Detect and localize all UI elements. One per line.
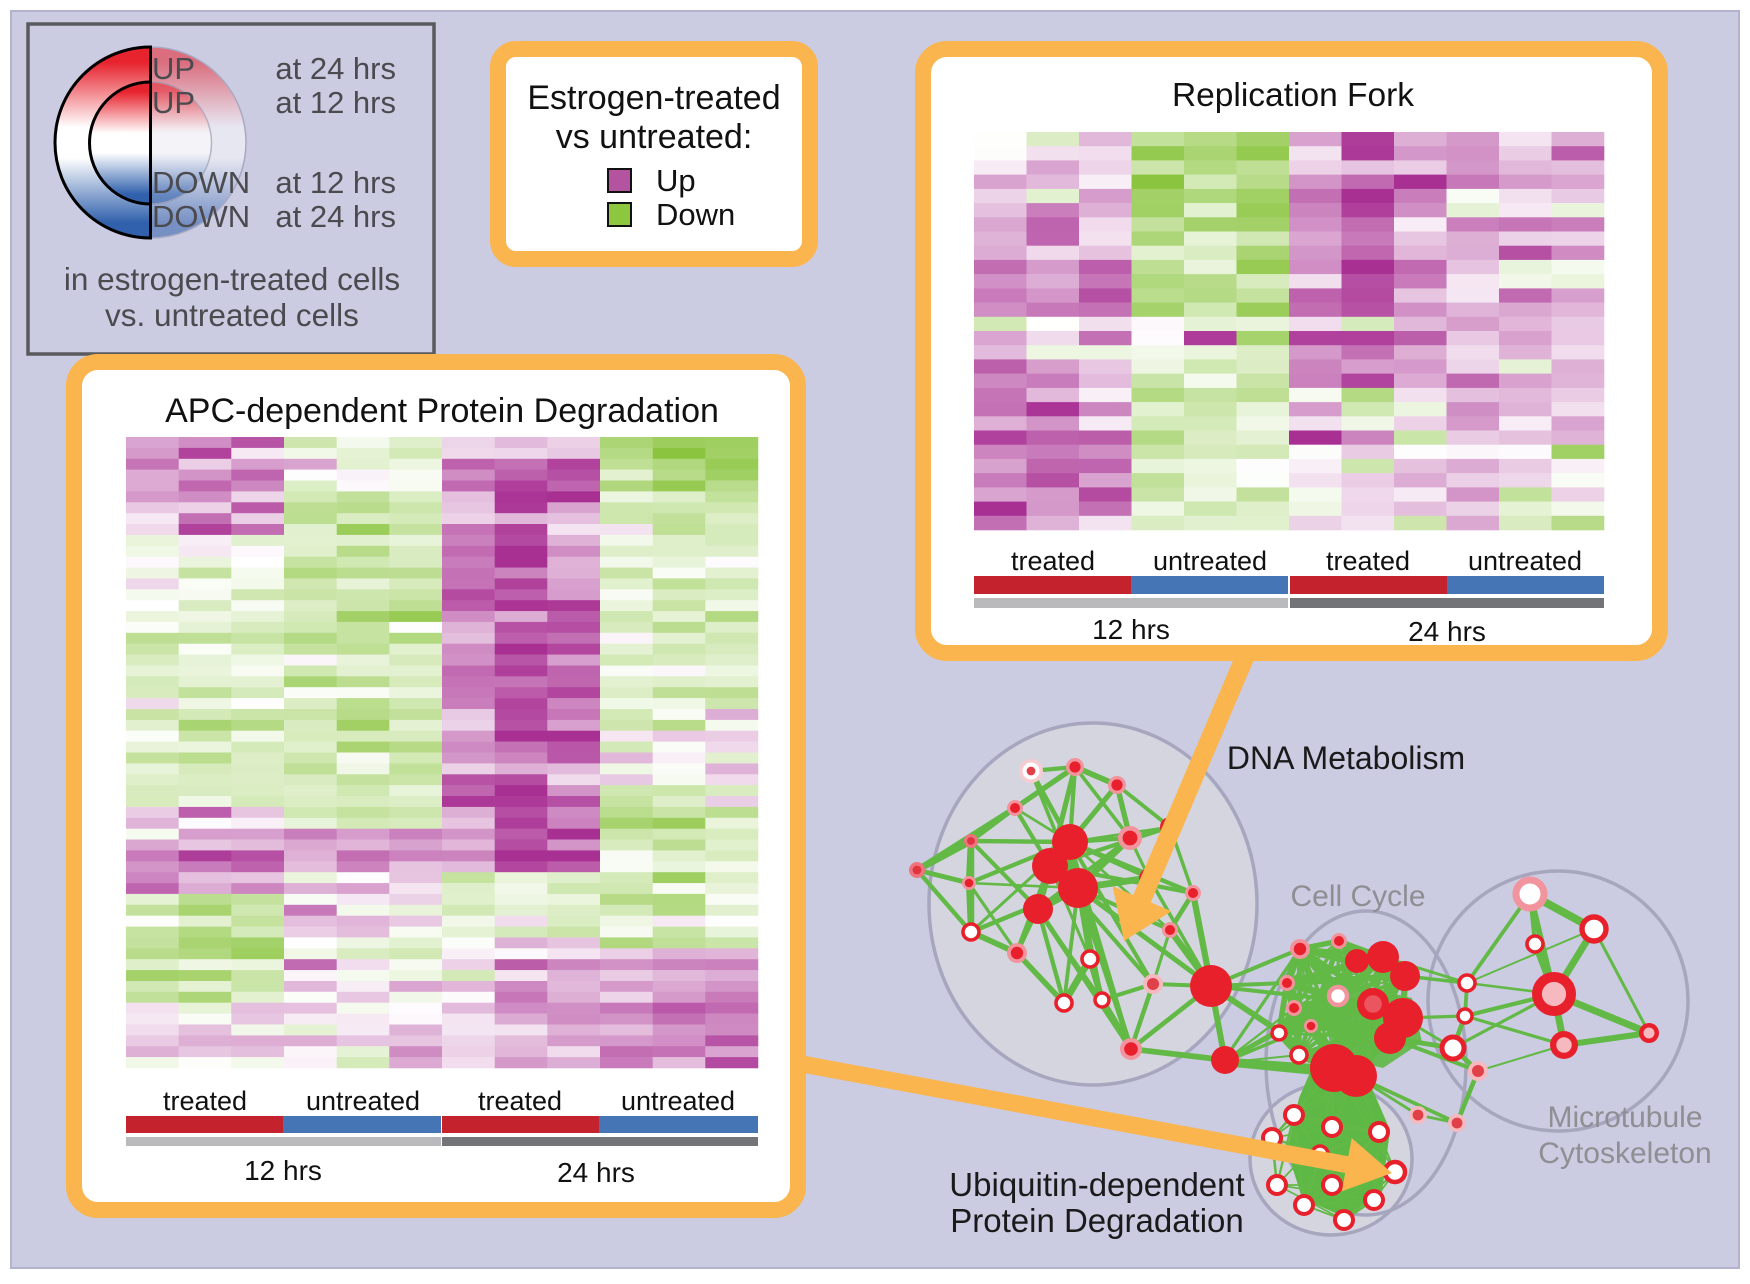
svg-text:treated: treated: [478, 1086, 562, 1116]
svg-text:24 hrs: 24 hrs: [557, 1157, 635, 1188]
svg-text:DNA Metabolism: DNA Metabolism: [1227, 740, 1465, 776]
svg-text:Cytoskeleton: Cytoskeleton: [1538, 1137, 1711, 1170]
svg-text:vs. untreated cells: vs. untreated cells: [105, 297, 359, 333]
svg-text:at 24 hrs: at 24 hrs: [275, 199, 396, 234]
svg-text:at 12 hrs: at 12 hrs: [275, 165, 396, 200]
svg-text:untreated: untreated: [306, 1086, 420, 1116]
svg-text:12 hrs: 12 hrs: [244, 1155, 322, 1186]
svg-text:Ubiquitin-dependent: Ubiquitin-dependent: [949, 1166, 1244, 1203]
svg-text:UP: UP: [152, 85, 195, 120]
svg-text:DOWN: DOWN: [152, 199, 250, 234]
svg-text:treated: treated: [1011, 546, 1095, 576]
svg-text:untreated: untreated: [1153, 546, 1267, 576]
svg-text:untreated: untreated: [621, 1086, 735, 1116]
svg-text:Microtubule: Microtubule: [1547, 1101, 1702, 1134]
svg-text:at 24 hrs: at 24 hrs: [275, 51, 396, 86]
svg-text:12 hrs: 12 hrs: [1092, 614, 1170, 645]
svg-text:treated: treated: [163, 1086, 247, 1116]
svg-text:untreated: untreated: [1468, 546, 1582, 576]
svg-text:Up: Up: [656, 163, 696, 198]
svg-text:Estrogen-treated: Estrogen-treated: [527, 79, 780, 117]
svg-text:Protein Degradation: Protein Degradation: [950, 1202, 1244, 1239]
svg-text:in estrogen-treated cells: in estrogen-treated cells: [64, 261, 400, 297]
svg-text:UP: UP: [152, 51, 195, 86]
svg-text:Cell Cycle: Cell Cycle: [1290, 880, 1425, 913]
svg-text:vs untreated:: vs untreated:: [556, 118, 753, 156]
svg-text:treated: treated: [1326, 546, 1410, 576]
svg-text:at 12 hrs: at 12 hrs: [275, 85, 396, 120]
svg-text:Replication Fork: Replication Fork: [1172, 77, 1414, 114]
svg-text:Down: Down: [656, 197, 735, 232]
svg-text:DOWN: DOWN: [152, 165, 250, 200]
svg-text:APC-dependent Protein Degradat: APC-dependent Protein Degradation: [165, 392, 719, 430]
svg-text:24 hrs: 24 hrs: [1408, 616, 1486, 647]
